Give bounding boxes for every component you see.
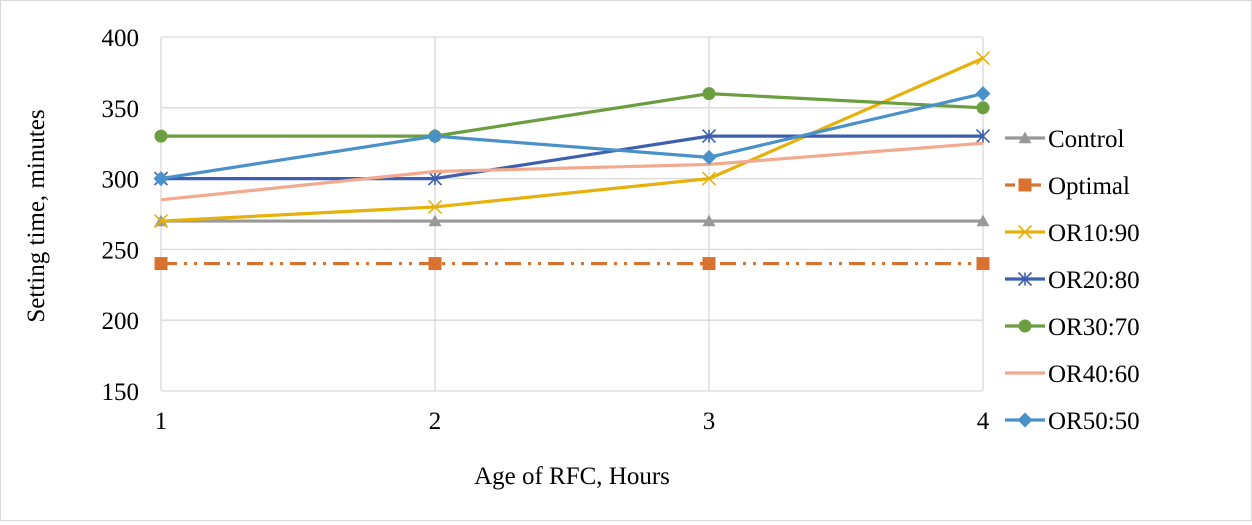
square-marker <box>428 257 442 271</box>
square-marker <box>154 257 168 271</box>
legend-item: OR40:60 <box>1005 361 1140 388</box>
legend-label: OR50:50 <box>1048 408 1140 435</box>
series-line <box>160 92 984 181</box>
series-or40-60 <box>160 141 984 202</box>
star-marker <box>427 171 443 186</box>
series-line <box>160 56 984 223</box>
series-line <box>161 134 983 181</box>
legend-label: OR30:70 <box>1048 314 1140 341</box>
series-line <box>161 92 984 138</box>
star-marker <box>1017 271 1033 287</box>
x-marker <box>427 199 443 214</box>
x-tick-label: 2 <box>429 408 442 435</box>
series-layer <box>153 51 991 271</box>
star-marker <box>701 129 717 144</box>
x-tick-label: 1 <box>155 408 168 435</box>
triangle-marker <box>702 214 716 227</box>
x-tick-label: 4 <box>977 408 990 435</box>
y-tick-label: 200 <box>102 308 140 335</box>
series-or30-70 <box>154 87 990 143</box>
triangle-marker <box>976 214 990 227</box>
diamond-marker <box>427 128 443 144</box>
y-axis-title: Setting time, minutes <box>23 109 50 322</box>
x-marker <box>1017 224 1033 240</box>
circle-marker <box>1018 319 1032 333</box>
square-marker <box>976 257 990 271</box>
series-optimal <box>154 257 990 271</box>
x-marker <box>975 51 991 66</box>
y-tick-label: 300 <box>102 167 140 194</box>
legend-label: Optimal <box>1048 173 1130 200</box>
y-tick-label: 350 <box>102 96 140 123</box>
y-tick-label: 400 <box>102 25 140 52</box>
legend-label: OR40:60 <box>1048 361 1140 388</box>
diamond-marker <box>975 86 991 102</box>
legend-item: Control <box>1005 126 1124 153</box>
x-tick-label: 3 <box>703 408 716 435</box>
y-tick-label: 150 <box>102 379 140 406</box>
x-axis-title: Age of RFC, Hours <box>474 463 670 490</box>
star-marker <box>975 129 991 144</box>
legend-label: OR20:80 <box>1048 267 1140 294</box>
diamond-marker <box>153 171 169 187</box>
diamond-marker <box>701 149 717 165</box>
legend: Control Optimal OR10:90 OR20:80 OR30:70 OR40:… <box>1005 126 1140 435</box>
y-tick-label: 250 <box>102 237 140 264</box>
legend-item: OR10:90 <box>1005 220 1140 247</box>
series-line <box>160 141 984 202</box>
diamond-marker <box>1017 412 1033 428</box>
triangle-marker <box>1018 131 1032 144</box>
legend-item: Optimal <box>1005 173 1130 200</box>
circle-marker <box>976 101 990 115</box>
axes: 150 200 250 300 350 400 1 2 3 4 <box>102 25 990 435</box>
square-marker <box>702 257 716 271</box>
series-or50-50 <box>153 86 991 187</box>
square-marker <box>1018 178 1032 192</box>
legend-item: OR20:80 <box>1005 267 1140 294</box>
x-marker <box>701 171 717 186</box>
legend-item: OR30:70 <box>1005 314 1140 341</box>
circle-marker <box>702 87 716 101</box>
legend-item: OR50:50 <box>1005 408 1140 435</box>
legend-label: Control <box>1048 126 1124 153</box>
series-or10-90 <box>153 51 991 229</box>
legend-label: OR10:90 <box>1048 220 1140 247</box>
series-or20-80 <box>153 129 991 186</box>
x-marker <box>153 214 169 229</box>
circle-marker <box>154 129 168 143</box>
triangle-marker <box>428 214 442 227</box>
